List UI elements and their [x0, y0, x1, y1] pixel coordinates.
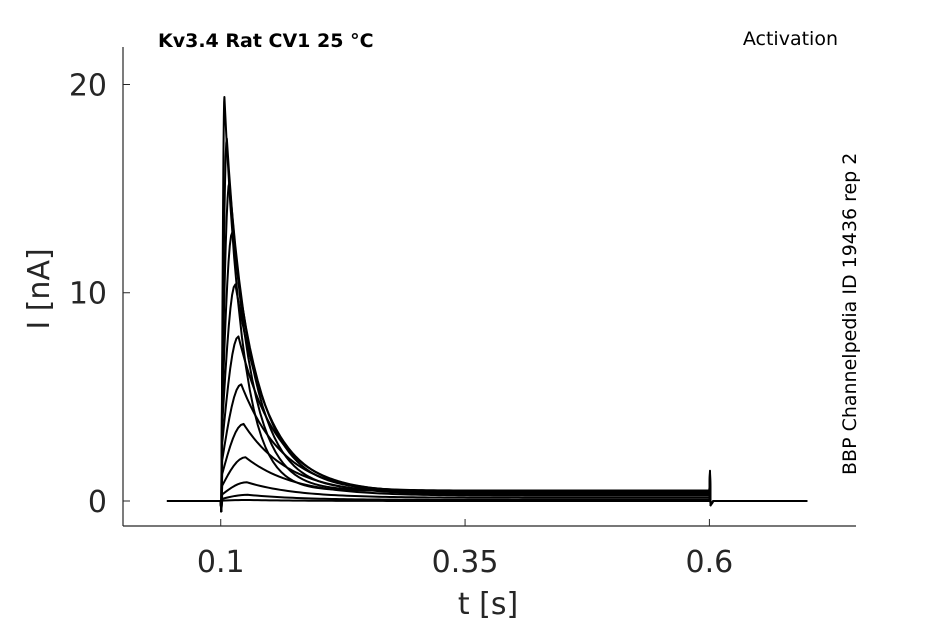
current-trace	[166, 491, 808, 513]
ticks: 0.1 0.35 0.6 0 10 20	[69, 68, 733, 580]
traces	[166, 95, 808, 513]
x-tick-label: 0.1	[197, 545, 245, 580]
channelpedia-id-label: BBP Channelpedia ID 19436 rep 2	[839, 153, 861, 475]
current-trace	[166, 95, 808, 513]
y-tick-label: 20	[69, 68, 107, 103]
x-tick-label: 0.35	[432, 545, 499, 580]
y-tick-label: 0	[88, 485, 107, 520]
chart-title: Kv3.4 Rat CV1 25 °C	[158, 30, 374, 52]
x-tick-label: 0.6	[686, 545, 734, 580]
x-axis-label: t [s]	[458, 587, 518, 622]
protocol-label: Activation	[743, 28, 838, 50]
current-trace	[166, 137, 808, 513]
current-trace	[166, 181, 808, 513]
y-tick-label: 10	[69, 277, 107, 312]
current-trace	[166, 481, 808, 513]
axes	[122, 47, 856, 527]
y-axis-label: I [nA]	[22, 248, 57, 329]
current-trace	[166, 456, 808, 513]
current-trace	[166, 489, 808, 513]
